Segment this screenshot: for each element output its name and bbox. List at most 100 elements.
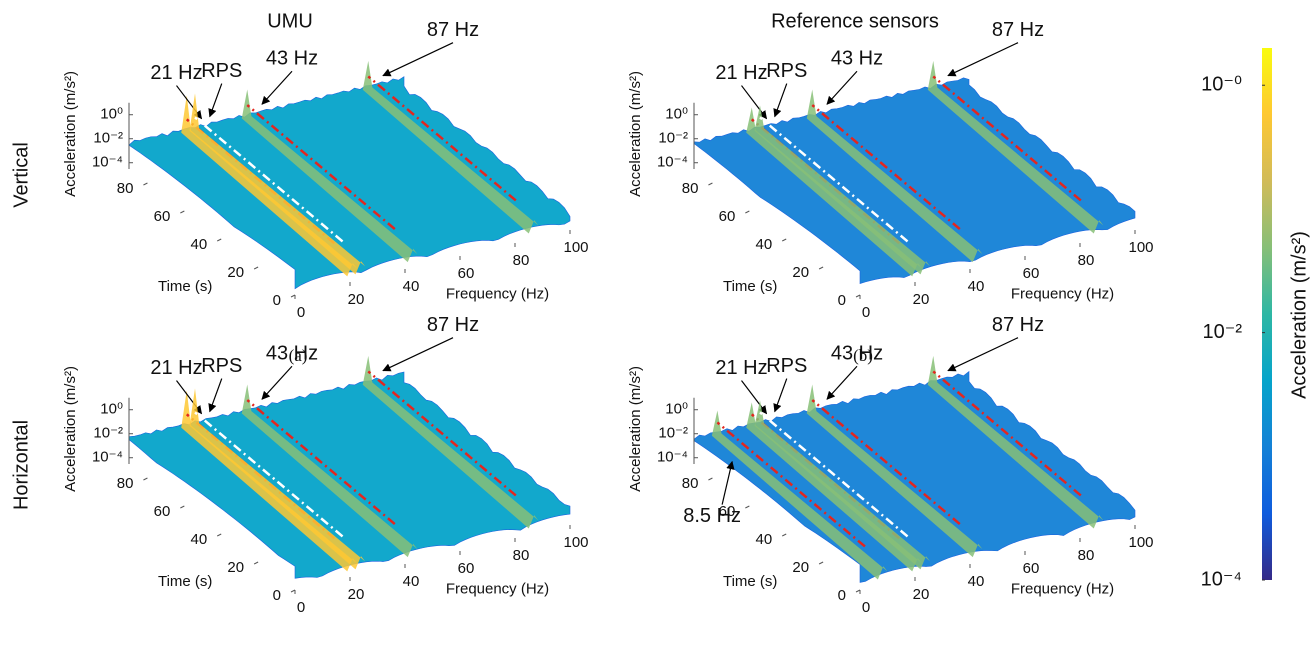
ridge	[241, 89, 418, 263]
y-tick-label: 20	[227, 264, 244, 281]
x-tick-label: 20	[913, 586, 930, 603]
y-tick-label: 0	[838, 587, 846, 604]
z-tick-label: 10⁰	[665, 401, 688, 418]
y-tick-label: 0	[838, 292, 846, 309]
annotation-arrow	[826, 70, 858, 105]
y-tick-label: 0	[273, 587, 281, 604]
z-tick-label: 10⁻²	[658, 130, 688, 147]
annotation: 21 Hz	[150, 357, 202, 379]
x-tick-label: 100	[1128, 534, 1153, 551]
colorbar-label: Acceleration (m/s²)	[1288, 231, 1310, 399]
annotation-arrow	[382, 42, 454, 77]
y-axis-label: Time (s)	[158, 573, 212, 590]
annotation: 21 Hz	[715, 357, 767, 379]
annotation: RPS	[201, 355, 242, 377]
annotation-arrow	[382, 337, 454, 372]
x-tick-label: 40	[403, 573, 420, 590]
x-tick-label: 40	[403, 278, 420, 295]
y-tick	[143, 477, 148, 481]
y-tick	[855, 294, 861, 298]
x-tick-label: 100	[563, 239, 588, 256]
ridge	[806, 384, 983, 558]
annotation: 87 Hz	[992, 19, 1044, 41]
z-axis-label: Acceleration (m/s²)	[62, 71, 79, 197]
z-tick-label: 10⁰	[100, 401, 123, 418]
y-tick-label: 80	[117, 475, 134, 492]
y-tick-label: 60	[154, 208, 171, 225]
x-tick-label: 80	[513, 252, 530, 269]
annotation: 43 Hz	[266, 343, 318, 365]
y-tick	[708, 477, 713, 481]
z-tick-label: 10⁻⁴	[92, 154, 123, 171]
z-tick-label: 10⁻⁴	[657, 154, 688, 171]
marker-line	[367, 370, 517, 497]
y-tick	[216, 533, 222, 537]
panel-label: (b)	[853, 346, 873, 365]
x-tick-label: 40	[968, 573, 985, 590]
x-tick-label: 60	[1023, 265, 1040, 282]
y-tick	[180, 210, 185, 214]
x-tick-label: 60	[458, 265, 475, 282]
x-tick-label: 0	[297, 599, 305, 616]
y-tick-label: 80	[117, 180, 134, 197]
y-tick	[708, 182, 713, 186]
x-tick-label: 40	[968, 278, 985, 295]
x-tick-label: 100	[1128, 239, 1153, 256]
y-tick-label: 40	[756, 236, 773, 253]
marker-line	[932, 75, 1082, 202]
annotation-arrow	[773, 378, 788, 413]
ridge	[754, 400, 931, 570]
panel-label: (a)	[289, 346, 308, 365]
marker-line	[932, 370, 1082, 497]
z-tick-label: 10⁻⁴	[92, 449, 123, 466]
annotation-arrow	[721, 460, 735, 505]
y-tick-label: 80	[682, 475, 699, 492]
marker-line	[759, 116, 909, 243]
annotation-arrow	[176, 380, 203, 415]
z-tick-label: 10⁻⁴	[657, 449, 688, 466]
surface	[128, 76, 571, 290]
surface	[693, 370, 1136, 583]
y-tick	[180, 505, 185, 509]
ridge	[362, 60, 539, 234]
y-tick-label: 80	[682, 180, 699, 197]
ridge	[189, 93, 366, 275]
z-axis-label: Acceleration (m/s²)	[627, 71, 644, 197]
x-tick-label: 80	[1078, 252, 1095, 269]
column-title: Reference sensors	[771, 10, 939, 32]
x-tick-label: 80	[513, 547, 530, 564]
colorbar-tick-label: 10⁻⁴	[1201, 568, 1242, 590]
marker-line	[246, 104, 396, 231]
annotation: RPS	[201, 60, 242, 82]
y-tick	[253, 266, 259, 270]
y-tick	[290, 294, 296, 298]
y-tick	[290, 589, 296, 593]
y-tick-label: 40	[191, 531, 208, 548]
marker-line	[716, 421, 866, 548]
x-tick-label: 20	[913, 291, 930, 308]
ridge	[189, 388, 366, 570]
y-tick-label: 40	[756, 531, 773, 548]
y-tick-label: 0	[273, 292, 281, 309]
marker-line	[246, 399, 396, 526]
x-tick-label: 60	[458, 560, 475, 577]
ridge	[927, 60, 1104, 234]
y-tick-label: 60	[154, 503, 171, 520]
ridge	[241, 384, 418, 558]
x-axis-label: Frequency (Hz)	[1011, 285, 1114, 302]
annotation: 43 Hz	[266, 48, 318, 70]
annotation: 87 Hz	[992, 314, 1044, 336]
annotation: RPS	[766, 355, 807, 377]
surface	[693, 77, 1136, 284]
y-tick-label: 20	[227, 559, 244, 576]
y-tick	[745, 505, 750, 509]
annotation-arrow	[176, 85, 203, 120]
y-tick-label: 60	[719, 208, 736, 225]
x-tick-label: 80	[1078, 547, 1095, 564]
annotation-arrow	[773, 83, 788, 118]
y-tick-label: 60	[719, 503, 736, 520]
annotation-arrow	[947, 337, 1019, 372]
y-tick	[745, 210, 750, 214]
x-tick-label: 0	[862, 304, 870, 321]
